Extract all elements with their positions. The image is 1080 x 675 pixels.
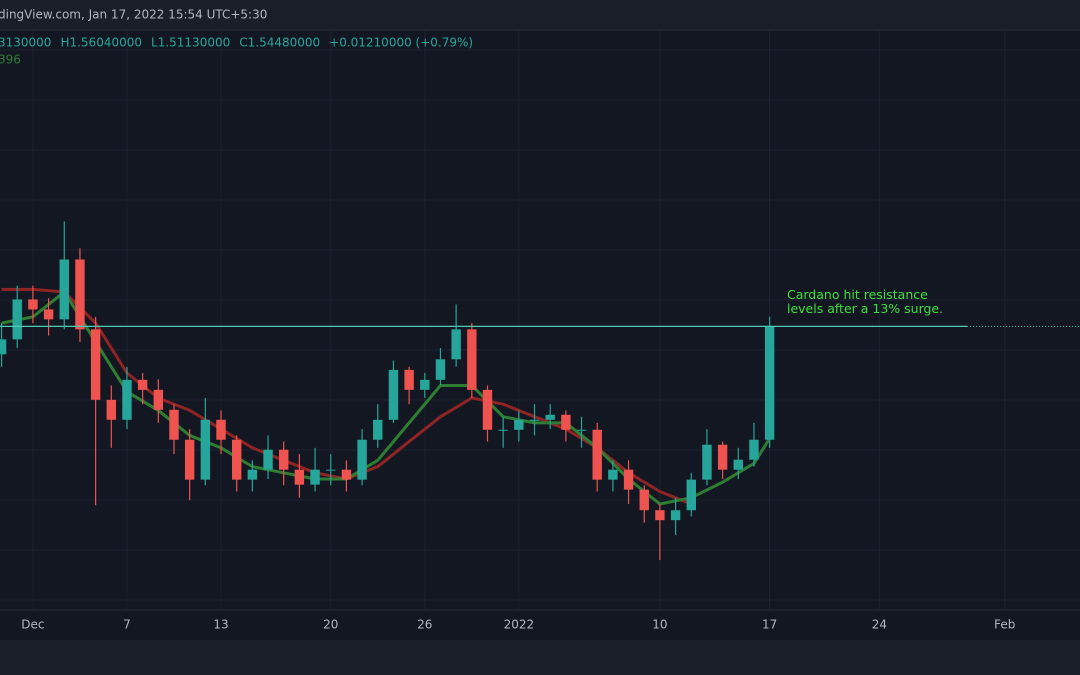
candle-body: [153, 389, 164, 410]
candle-body: [733, 459, 743, 470]
candle-body: [435, 359, 446, 380]
candle-body: [357, 439, 367, 480]
candle-body: [310, 469, 320, 485]
candle-body: [670, 510, 681, 521]
candle-body: [545, 414, 555, 420]
annotation: Cardano hit resistance: [787, 287, 928, 302]
candle-body: [717, 444, 728, 470]
candle-body: [749, 439, 759, 460]
ohlc-row: 3130000 H1.56040000 L1.51130000 C1.54480000…: [0, 36, 473, 50]
ohlc-value: C1.54480000: [239, 36, 320, 50]
ohlc-value: +0.01210000 (+0.79%): [329, 36, 473, 50]
candle-body: [43, 309, 54, 320]
candle-body: [122, 379, 132, 420]
x-tick-label: Feb: [994, 618, 1015, 632]
candle-body: [75, 259, 85, 330]
candle-body: [169, 409, 179, 440]
candle-body: [231, 439, 242, 480]
x-tick-label: 17: [762, 618, 777, 632]
candle-body: [184, 439, 195, 480]
candle-body: [623, 469, 634, 490]
candle-body: [561, 414, 571, 430]
ohlc-value: H1.56040000: [60, 36, 142, 50]
candle-body: [0, 339, 7, 355]
candle-body: [12, 299, 22, 340]
x-tick-label: 24: [872, 618, 887, 632]
candle-body: [404, 369, 414, 390]
candle-body: [373, 419, 383, 440]
candle-body: [28, 299, 38, 310]
x-tick-label: Dec: [21, 618, 44, 632]
candle-body: [592, 429, 602, 480]
x-tick-label: 20: [323, 618, 338, 632]
candle-body: [216, 419, 226, 440]
candle-body: [137, 379, 148, 390]
candle-body: [294, 469, 305, 485]
candle-body: [764, 326, 775, 440]
candle-body: [467, 329, 477, 390]
x-tick-label: 10: [652, 618, 667, 632]
candle-body: [279, 449, 289, 470]
candle-body: [702, 444, 712, 480]
candle-body: [655, 510, 665, 521]
plot: Dec 7 13 20 26 2022 10 17 24 Feb Cardano hit resis…: [0, 221, 1080, 632]
x-tick-label: 26: [417, 618, 432, 632]
candle-body: [514, 419, 524, 430]
moving-average: [1, 289, 771, 506]
candle-body: [608, 469, 618, 480]
candle-body: [326, 469, 336, 471]
x-tick-label: 7: [123, 618, 131, 632]
ohlc-value: L1.51130000: [151, 36, 230, 50]
source-label: dingView.com, Jan 17, 2022 15:54 UTC+5:3…: [0, 8, 267, 22]
candle-body: [639, 489, 649, 511]
candle-body: [451, 329, 461, 360]
candle-body: [576, 429, 587, 431]
candle-body: [420, 379, 430, 390]
candle-body: [341, 469, 352, 480]
bottom-bar: [0, 640, 1080, 675]
candle-body: [106, 399, 116, 420]
candle-body: [498, 429, 508, 431]
candle-body: [686, 479, 696, 511]
candle-body: [59, 259, 69, 320]
top-bar: [0, 0, 1080, 30]
candle-body: [200, 419, 211, 480]
ohlc-value: 3130000: [0, 36, 51, 50]
candle-body: [247, 469, 258, 480]
candle-body: [263, 449, 273, 470]
candle-body: [529, 419, 540, 421]
candle-body: [388, 369, 399, 420]
candle-body: [482, 389, 493, 430]
x-tick-label: 2022: [504, 618, 535, 632]
x-tick-label: 13: [213, 618, 228, 632]
annotation: levels after a 13% surge.: [787, 301, 943, 316]
candle-body: [90, 329, 101, 400]
indicator-value: 396: [0, 53, 21, 67]
